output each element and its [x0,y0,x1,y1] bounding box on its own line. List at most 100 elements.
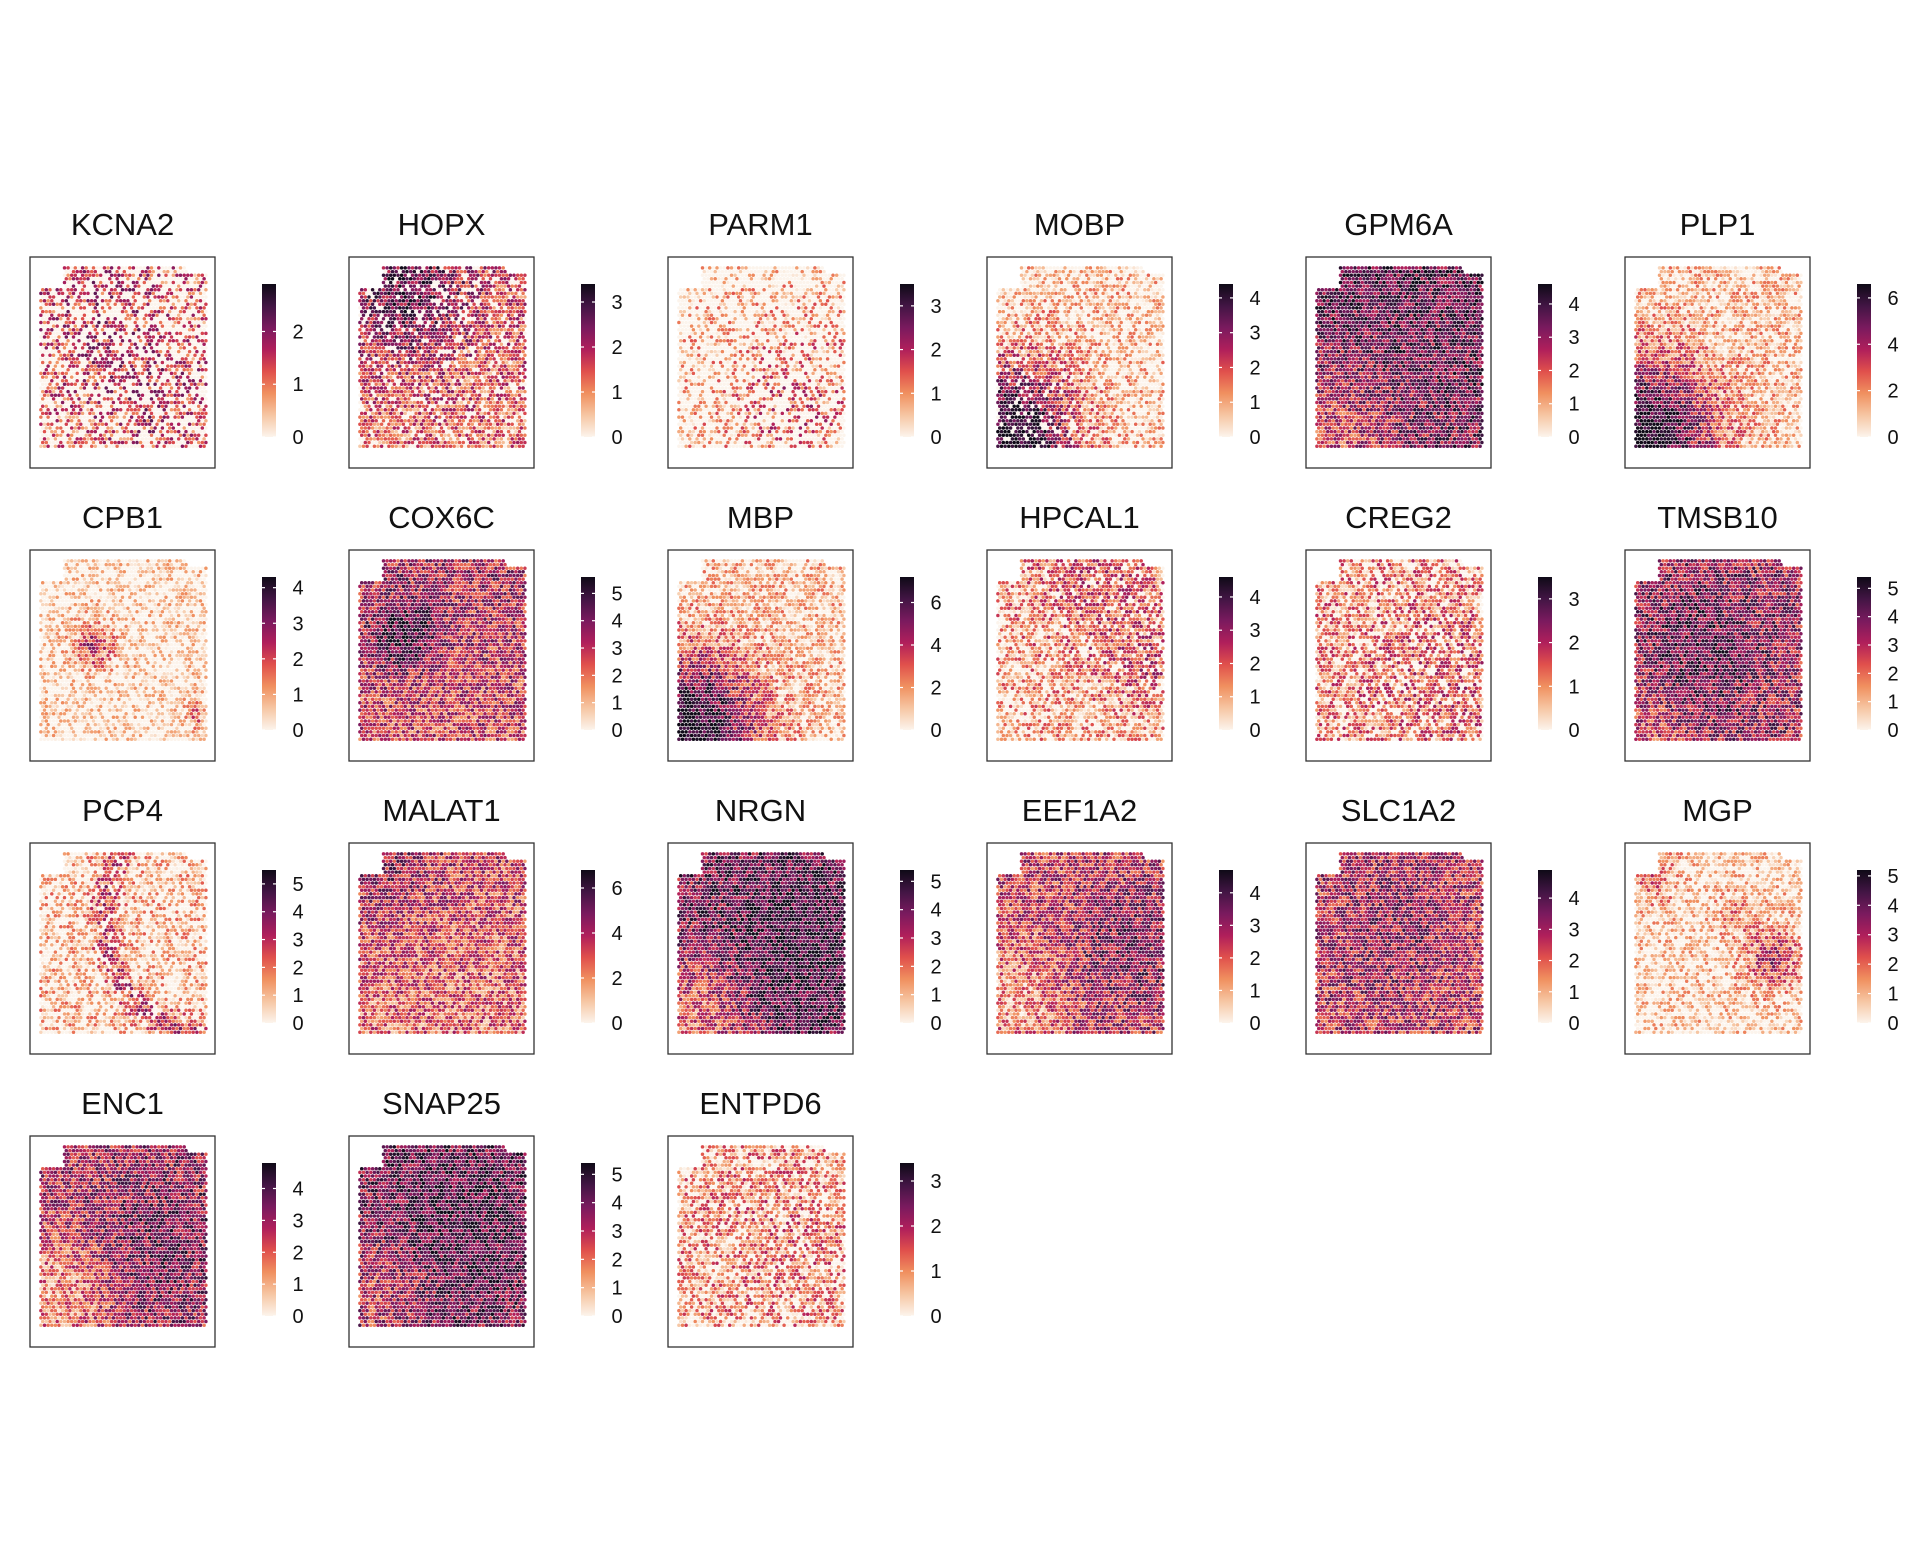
spot [489,277,493,281]
spot [413,343,417,347]
spot [407,353,411,357]
spot [465,419,469,423]
spot [95,266,99,270]
spot [182,281,186,285]
spot [478,284,482,288]
spot [396,383,400,387]
spot [86,328,90,332]
spot [382,419,386,423]
spot [503,328,507,332]
spot [75,277,79,281]
spot [706,292,710,296]
spot [465,368,469,372]
spot [462,273,466,277]
spot [521,321,525,325]
spot [45,339,49,343]
spot [159,284,163,288]
spot [152,372,156,376]
spot [141,430,145,434]
spot [425,324,429,328]
spot [146,412,150,416]
spot [443,353,447,357]
spot [132,353,136,357]
spot [487,266,491,270]
spot [121,368,125,372]
spot [146,368,150,372]
spot [148,364,152,368]
spot [170,357,174,361]
spot [387,350,391,354]
spot [416,270,420,274]
spot [391,386,395,390]
spot [396,441,400,445]
spot [137,430,141,434]
spot [135,288,139,292]
spot [463,350,467,354]
spot [516,281,520,285]
spot [416,313,420,317]
spot [507,350,511,354]
spot [474,292,478,296]
spot [137,284,141,288]
spot [152,423,156,427]
spot [492,430,496,434]
spot [512,339,516,343]
spot [509,368,513,372]
spot [162,372,166,376]
spot [510,401,514,405]
spot [454,397,458,401]
spot [701,273,705,277]
spot [523,339,527,343]
spot [389,368,393,372]
spot [512,281,516,285]
spot [101,357,105,361]
spot [501,281,505,285]
spot [371,383,375,387]
spot [39,423,43,427]
spot [416,430,420,434]
spot [516,353,520,357]
spot [403,310,407,314]
spot [193,303,197,307]
spot [452,415,456,419]
spot [155,277,159,281]
spot [143,383,147,387]
spot [478,364,482,368]
spot [184,372,188,376]
spot [405,437,409,441]
spot [509,383,513,387]
spot [445,284,449,288]
spot [438,299,442,303]
spot [427,284,431,288]
spot [135,332,139,336]
spot [202,313,206,317]
spot [469,332,473,336]
spot [518,379,522,383]
spot [385,383,389,387]
spot [781,303,785,307]
spot [113,332,117,336]
spot [133,284,137,288]
spot [369,423,373,427]
spot [496,292,500,296]
spot [414,426,418,430]
spot [360,303,364,307]
spot [414,332,418,336]
spot [83,444,87,448]
spot [748,281,752,285]
spot [133,408,137,412]
spot [144,313,148,317]
spot [434,372,438,376]
spot [184,343,188,347]
spot [193,317,197,321]
spot [177,313,181,317]
spot [405,350,409,354]
spot [137,357,141,361]
spot [135,383,139,387]
spot [54,306,58,310]
spot [487,346,491,350]
spot [487,339,491,343]
spot [95,310,99,314]
spot [88,332,92,336]
spot [478,379,482,383]
